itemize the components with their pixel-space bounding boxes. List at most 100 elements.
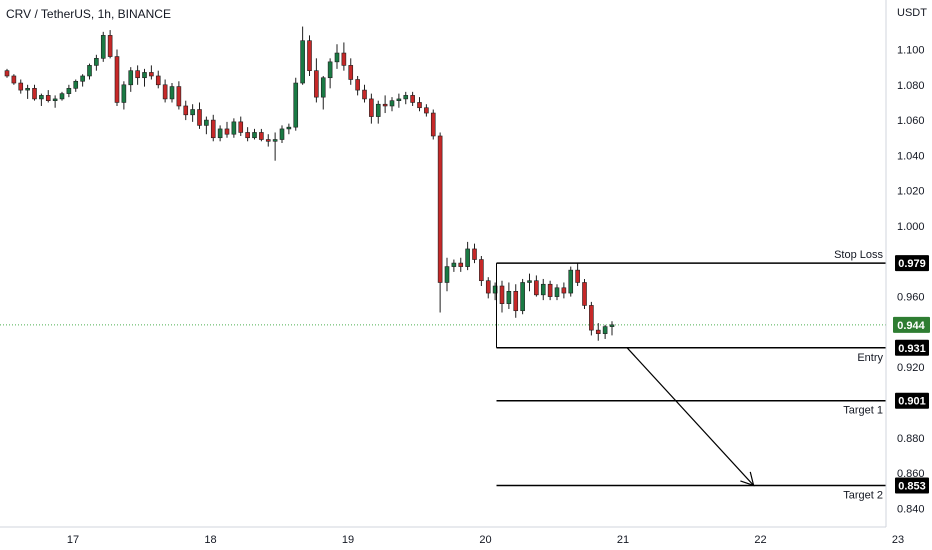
candle-body [575,269,580,283]
candle-body [506,291,512,304]
level-price-label: 0.901 [898,396,926,408]
candle-body [245,132,250,139]
candle-body [307,40,312,71]
candle-body [162,84,168,100]
candle-body [121,84,127,103]
projection-arrow [626,347,755,487]
chart-title: CRV / TetherUS, 1h, BINANCE [6,7,171,21]
candle-body [389,100,395,107]
last-price-label: 0.944 [897,320,925,332]
level-price-badge [895,339,929,356]
arrow-shaft [626,347,755,486]
candle-body [100,35,106,59]
candle-body [4,70,10,77]
arrow-head [740,471,755,487]
candle-body [375,103,381,117]
level-price-label: 0.853 [898,480,926,492]
candle-body [169,86,175,100]
candle-body [128,70,134,86]
candle-body [197,109,202,126]
candle-body [362,89,367,100]
time-tick-label: 22 [754,534,766,546]
candle-body [300,40,305,84]
candle-body [513,291,519,312]
candle-body [582,282,587,306]
candlestick-series [4,26,615,341]
price-tick-label: 1.000 [897,221,925,233]
candle-body [190,109,195,116]
price-tick-label: 1.100 [897,45,925,57]
candle-body [183,105,189,116]
candle-body [286,126,292,130]
candle-body [114,56,120,103]
price-tick-label: 1.040 [897,150,925,162]
time-tick-label: 23 [892,534,904,546]
level-price-badge [895,477,929,494]
candle-body [554,287,560,297]
candle-body [595,329,601,334]
candle-body [204,119,209,126]
candle-body [444,266,450,283]
candle-body [73,80,79,89]
candle-body [66,88,72,94]
time-tick-label: 19 [342,534,354,546]
candle-body [252,132,257,139]
candle-body [369,98,374,117]
candle-body [238,121,244,133]
candle-body [217,128,223,139]
candle-body [561,287,567,294]
candle-body [279,128,285,140]
trade-levels: Stop Loss Entry Target 1 Target 2 [496,249,886,501]
level-price-label: 0.979 [898,258,926,270]
price-axis-unit: USDT [897,7,927,19]
candle-body [272,139,278,142]
level-name-label: Stop Loss [834,249,883,261]
candle-body [341,52,347,66]
candle-body [527,280,532,283]
candle-body [327,61,333,79]
candle-body [94,58,99,66]
candle-body [210,119,216,139]
candle-body [485,280,491,294]
candle-body [334,52,340,63]
price-tick-label: 0.840 [897,503,925,515]
candle-body [32,88,37,100]
level-price-badge [895,255,929,272]
candle-body [417,102,422,109]
price-tick-label: 0.860 [897,468,925,480]
time-axis[interactable]: 17 18 19 20 21 22 23 [67,534,904,546]
last-price-badge [893,316,930,333]
candle-body [472,248,477,260]
candle-body [520,282,525,312]
candle-body [135,70,140,79]
price-tick-label: 1.080 [897,80,925,92]
time-tick-label: 21 [617,534,629,546]
candle-body [396,98,402,101]
candle-body [424,107,429,114]
candle-body [25,88,30,91]
candle-body [80,75,85,82]
price-axis[interactable]: 1.100 1.080 1.060 1.040 1.020 1.000 0.960 0.920… [893,45,930,516]
candle-body [540,283,546,296]
candle-body [430,112,436,137]
candle-body [479,259,484,282]
time-tick-label: 18 [204,534,216,546]
candle-body [224,128,230,135]
candle-body [265,139,271,142]
candle-body [589,305,594,331]
candle-body [355,79,360,91]
candle-body [348,65,354,80]
candle-body [451,262,457,267]
candle-body [231,121,237,135]
candle-body [107,35,113,57]
candle-body [320,77,326,98]
candle-body [499,285,505,304]
candle-body [155,75,161,86]
candle-body [18,82,24,91]
candle-body [437,135,443,283]
candle-body [410,95,415,103]
level-price-label: 0.931 [898,343,926,355]
candle-body [87,65,92,77]
time-tick-label: 20 [479,534,491,546]
